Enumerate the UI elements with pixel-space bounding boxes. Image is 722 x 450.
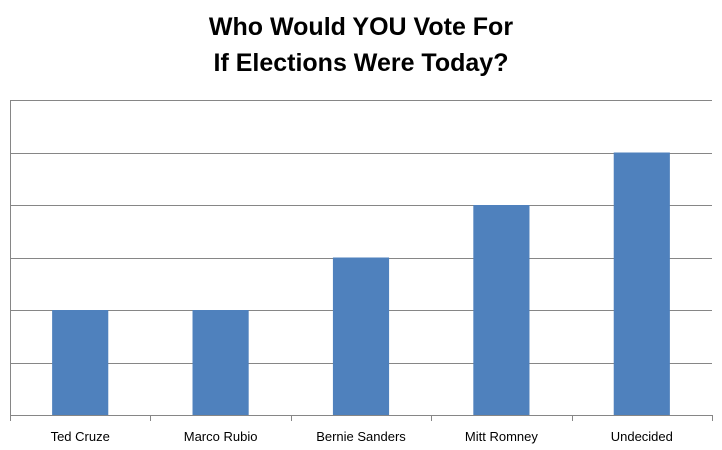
x-tick-label: Marco Rubio (184, 429, 258, 444)
x-axis (10, 100, 713, 421)
bars (52, 152, 670, 415)
x-tick-labels: Ted Cruze Marco Rubio Bernie Sanders Mitt R… (51, 429, 673, 444)
bar (52, 310, 109, 415)
x-tick-label: Mitt Romney (465, 429, 538, 444)
bar (613, 152, 670, 415)
bar (192, 310, 249, 415)
bar (473, 205, 530, 415)
chart-title: Who Would YOU Vote For If Elections Were… (209, 13, 513, 77)
bar (332, 257, 390, 415)
x-tick-label: Bernie Sanders (316, 429, 406, 444)
chart-title-line-2: If Elections Were Today? (214, 49, 509, 77)
x-tick-label: Undecided (611, 429, 673, 444)
x-tick-label: Ted Cruze (51, 429, 110, 444)
chart-title-line-1: Who Would YOU Vote For (209, 13, 513, 41)
